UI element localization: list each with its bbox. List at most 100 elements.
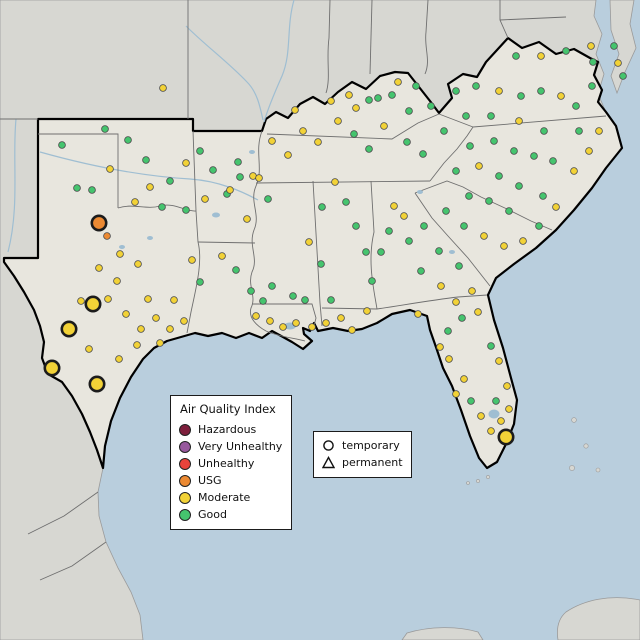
station-marker-good	[487, 112, 495, 120]
aqi-legend-item-good: Good	[179, 506, 283, 523]
aqi-legend-label: Unhealthy	[198, 457, 255, 470]
station-marker-moderate	[585, 147, 593, 155]
station-marker-moderate	[503, 382, 511, 390]
station-marker-good	[575, 127, 583, 135]
station-marker-good	[236, 173, 244, 181]
aqi-legend-item-moderate: Moderate	[179, 489, 283, 506]
delmarva-peninsula	[609, 0, 637, 95]
station-marker-moderate	[156, 339, 164, 347]
station-type-label: temporary	[342, 439, 400, 452]
station-marker-good	[419, 150, 427, 158]
station-marker-good	[289, 292, 297, 300]
station-marker-moderate	[243, 215, 251, 223]
station-marker-moderate	[115, 355, 123, 363]
good-swatch-icon	[179, 508, 191, 521]
station-marker-good	[440, 127, 448, 135]
station-marker-moderate	[77, 297, 85, 305]
aqi-legend-item-usg: USG	[179, 472, 283, 489]
triangle-icon	[322, 456, 335, 469]
station-marker-good	[259, 297, 267, 305]
station-marker-moderate	[182, 159, 190, 167]
station-marker-good	[377, 248, 385, 256]
station-marker-moderate	[166, 325, 174, 333]
station-marker-good	[196, 147, 204, 155]
station-marker-moderate	[380, 122, 388, 130]
station-marker-good	[444, 327, 452, 335]
station-marker-moderate	[400, 212, 408, 220]
station-marker-good	[455, 262, 463, 270]
station-marker-moderate	[552, 203, 560, 211]
station-marker-good	[535, 222, 543, 230]
station-marker-moderate	[505, 405, 513, 413]
station-marker-good	[427, 102, 435, 110]
station-marker-good	[327, 296, 335, 304]
station-marker-moderate	[95, 264, 103, 272]
station-marker-good	[510, 147, 518, 155]
station-marker-good	[492, 397, 500, 405]
station-marker-moderate	[134, 260, 142, 268]
station-marker-moderate	[352, 104, 360, 112]
aqi-legend-items: Hazardous Very Unhealthy Unhealthy USG Moder…	[179, 421, 283, 523]
station-marker-moderate	[201, 195, 209, 203]
station-marker-moderate	[218, 252, 226, 260]
station-marker-moderate	[331, 178, 339, 186]
station-marker-good	[374, 94, 382, 102]
aqi-legend-label: Very Unhealthy	[198, 440, 283, 453]
yucatan-peninsula	[401, 627, 484, 640]
station-marker-moderate	[595, 127, 603, 135]
station-marker-good	[435, 247, 443, 255]
station-marker-moderate	[327, 97, 335, 105]
station-marker-good	[420, 222, 428, 230]
temporary-station-marker-moderate	[60, 320, 78, 338]
station-marker-good	[517, 92, 525, 100]
temporary-station-marker-moderate	[43, 359, 61, 377]
station-type-item-permanent: permanent	[322, 454, 403, 471]
aqi-legend-label: Moderate	[198, 491, 251, 504]
station-marker-good	[234, 158, 242, 166]
station-marker-moderate	[477, 412, 485, 420]
station-marker-good	[342, 198, 350, 206]
station-marker-good	[318, 203, 326, 211]
usg-swatch-icon	[179, 474, 191, 487]
station-marker-moderate	[452, 390, 460, 398]
station-marker-good	[572, 102, 580, 110]
station-marker-good	[352, 222, 360, 230]
station-marker-moderate	[614, 59, 622, 67]
state-borders-outside	[0, 0, 567, 581]
station-marker-moderate	[180, 317, 188, 325]
station-marker-good	[264, 195, 272, 203]
station-marker-moderate	[468, 287, 476, 295]
station-marker-good	[515, 182, 523, 190]
station-marker-good	[458, 314, 466, 322]
station-marker-moderate	[268, 137, 276, 145]
station-marker-moderate	[570, 167, 578, 175]
station-marker-moderate	[252, 312, 260, 320]
station-marker-good	[350, 130, 358, 138]
station-marker-moderate	[291, 106, 299, 114]
station-marker-good	[619, 72, 627, 80]
station-marker-good	[467, 397, 475, 405]
station-type-legend: temporary permanent	[313, 431, 412, 478]
station-marker-moderate	[537, 52, 545, 60]
station-marker-good	[73, 184, 81, 192]
station-marker-good	[182, 206, 190, 214]
circle-icon	[322, 439, 335, 452]
station-marker-moderate	[452, 298, 460, 306]
station-marker-good	[412, 82, 420, 90]
station-marker-moderate	[497, 417, 505, 425]
station-marker-moderate	[159, 84, 167, 92]
station-marker-moderate	[475, 162, 483, 170]
station-marker-good	[368, 277, 376, 285]
station-marker-good	[405, 107, 413, 115]
station-marker-moderate	[480, 232, 488, 240]
aqi-legend-label: Good	[198, 508, 227, 521]
station-marker-good	[403, 138, 411, 146]
station-marker-moderate	[305, 238, 313, 246]
station-marker-moderate	[85, 345, 93, 353]
station-marker-moderate	[348, 326, 356, 334]
station-marker-moderate	[266, 317, 274, 325]
station-marker-moderate	[314, 138, 322, 146]
station-marker-good	[588, 82, 596, 90]
station-marker-good	[452, 87, 460, 95]
station-marker-moderate	[394, 78, 402, 86]
